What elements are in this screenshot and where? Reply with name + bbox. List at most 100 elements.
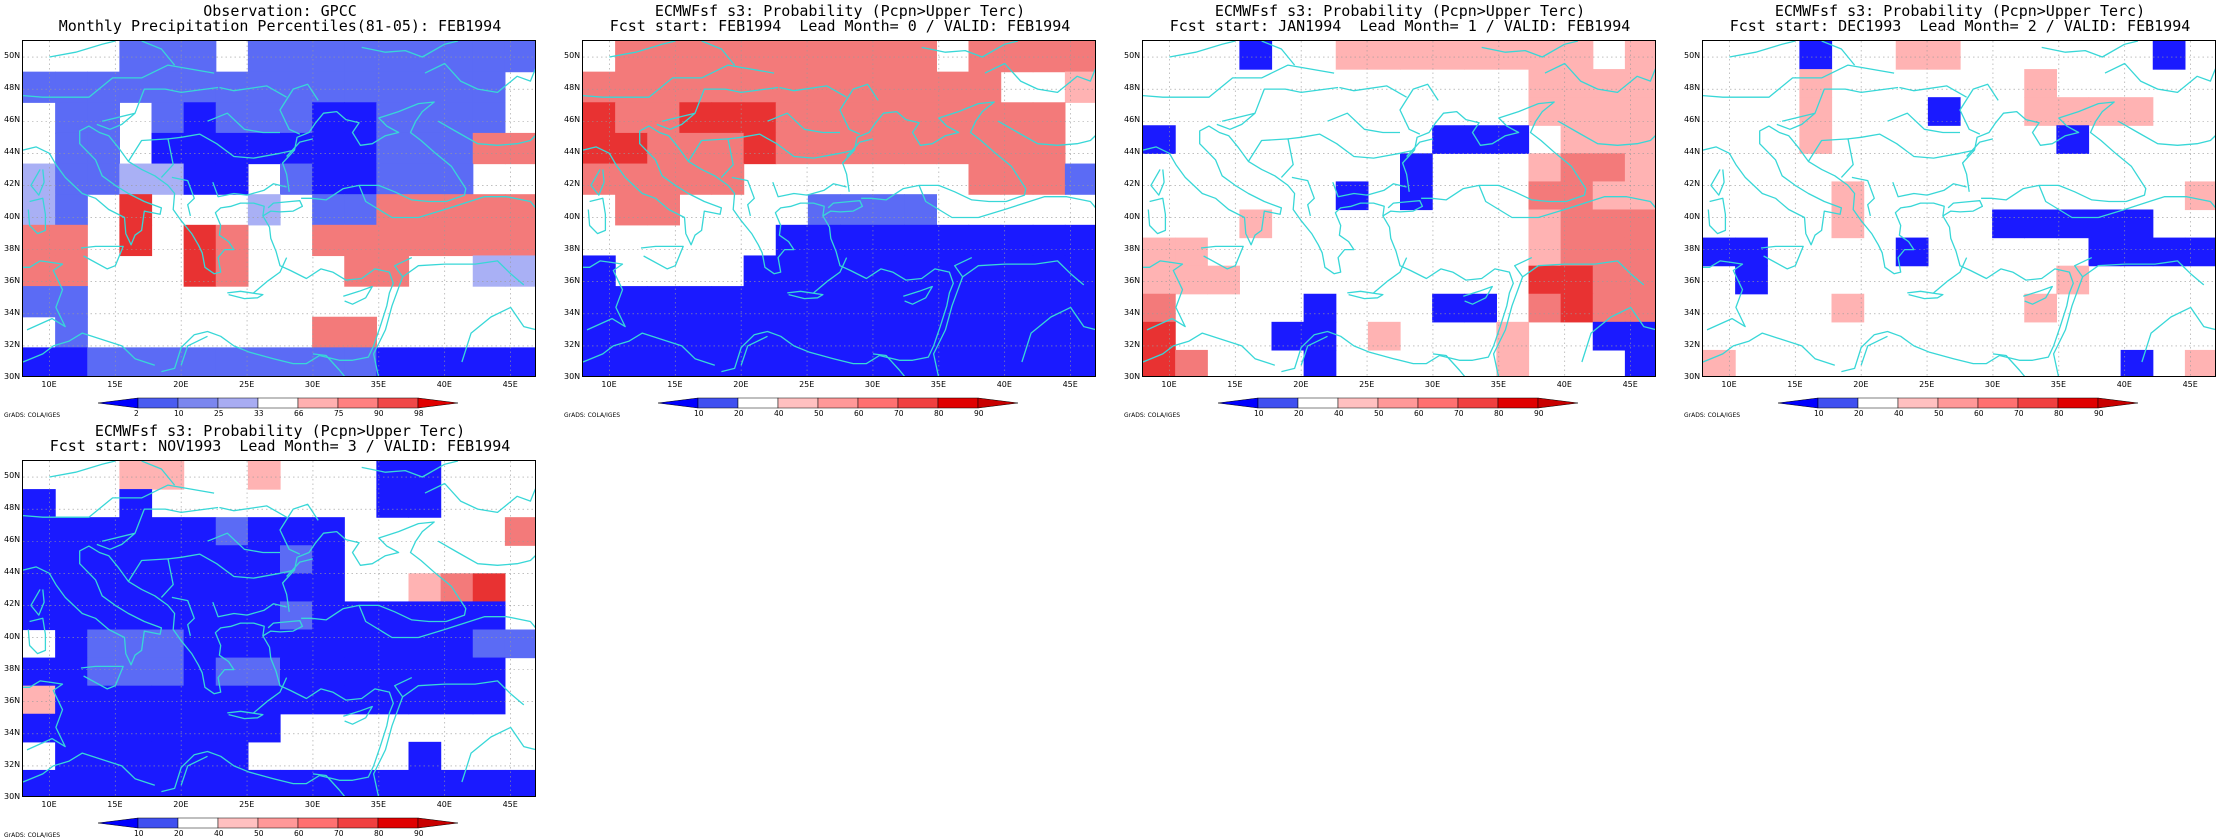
lat-label: 36N [4, 695, 21, 705]
colorbar-label: 50 [814, 409, 824, 418]
grid-cell [440, 132, 474, 165]
lon-label: 20E [173, 800, 189, 809]
colorbar [97, 817, 459, 829]
grid-cell [55, 347, 88, 376]
grid-cell [615, 71, 648, 103]
colorbar [1217, 397, 1579, 409]
map-svg [583, 41, 1095, 376]
colorbar-label: 40 [774, 409, 784, 418]
colorbar-segment [1297, 397, 1339, 409]
grid-cell [55, 132, 88, 165]
grid-cell [376, 102, 410, 134]
grid-cell [615, 102, 648, 134]
grid-cell [968, 163, 1002, 195]
coastline [96, 112, 136, 130]
grid-cell [1000, 163, 1034, 195]
grid-cell [647, 41, 680, 73]
grid-cell [2088, 237, 2122, 267]
colorbar-segment [297, 817, 339, 829]
coastline [1147, 197, 1167, 235]
grid-cell [87, 769, 120, 796]
grid-cell [711, 316, 745, 348]
lon-label: 40E [436, 380, 452, 389]
coastline [962, 260, 1085, 286]
grid-cell [504, 517, 535, 546]
grid-cell [647, 132, 680, 165]
lat-label: 44N [1684, 147, 1701, 157]
grid-cell [807, 224, 841, 257]
grid-cell [376, 71, 410, 103]
coastline [813, 257, 848, 294]
lat-label: 34N [4, 307, 21, 317]
coastline [583, 125, 954, 373]
grid-cell [1032, 347, 1066, 376]
grid-cell [615, 316, 648, 348]
lat-label: 42N [1684, 179, 1701, 189]
lon-label: 25E [799, 380, 815, 389]
grid-cell [408, 71, 442, 103]
grid-cell [472, 769, 506, 796]
colorbar-segment [1457, 397, 1499, 409]
lat-label: 38N [4, 243, 21, 253]
grid-cell [1592, 69, 1626, 98]
coastline [343, 285, 373, 305]
grid-cell [968, 102, 1002, 134]
lon-label: 10E [41, 380, 57, 389]
colorbar-label: 80 [374, 829, 384, 838]
colorbar-segment [417, 397, 459, 409]
coastline [2023, 285, 2053, 305]
lat-label: 40N [4, 211, 21, 221]
grid-cell [312, 657, 345, 687]
grid-cell [408, 629, 442, 659]
coastline [1807, 138, 1854, 178]
grid-cell [119, 685, 153, 715]
coastline [932, 257, 973, 376]
colorbar-segment [137, 817, 179, 829]
coastline [1200, 245, 1244, 270]
coastline [997, 120, 1095, 146]
coastline [1899, 85, 1967, 98]
grid-cell [1032, 224, 1066, 257]
grid-cell [1000, 347, 1034, 376]
coastline [1703, 260, 1746, 331]
grid-cell [904, 41, 937, 73]
grid-cell [55, 163, 88, 195]
grid-cell [743, 286, 777, 318]
grid-cell [583, 71, 616, 103]
colorbar-label: 75 [334, 409, 344, 418]
grid-cell [280, 132, 313, 165]
grid-cell [1143, 125, 1176, 154]
lat-label: 32N [1124, 339, 1141, 349]
grid-cell [408, 132, 442, 165]
grid-cell [1367, 321, 1401, 351]
coastline [1291, 176, 1315, 217]
grid-cell [1064, 347, 1095, 376]
coastline [687, 138, 734, 178]
lon-label: 15E [667, 380, 683, 389]
coastline [1478, 185, 1655, 219]
lat-label: 30N [564, 372, 581, 381]
grid-cell [23, 545, 56, 574]
lon-label: 20E [733, 380, 749, 389]
grid-cell [840, 316, 873, 348]
coastline [281, 101, 467, 203]
grid-cell [119, 657, 153, 687]
colorbar-label: 20 [1854, 409, 1864, 418]
grid-cell [312, 224, 345, 257]
grid-cell [904, 316, 937, 348]
grid-cell [23, 517, 56, 546]
lat-label: 50N [4, 471, 21, 480]
grid-cell [1895, 41, 1929, 70]
grid-cell [1528, 181, 1562, 211]
coastline [312, 353, 346, 376]
grid-cell [936, 224, 970, 257]
grid-cell [408, 769, 442, 796]
grid-cell [2120, 97, 2154, 126]
coastline [1959, 83, 1999, 135]
grid-cell [344, 71, 377, 103]
grid-cell [376, 769, 410, 796]
grid-cell [408, 163, 442, 195]
panel-title-line2: Monthly Precipitation Percentiles(81-05)… [58, 17, 502, 35]
colorbar-label: 90 [414, 829, 424, 838]
coastline [822, 200, 864, 217]
